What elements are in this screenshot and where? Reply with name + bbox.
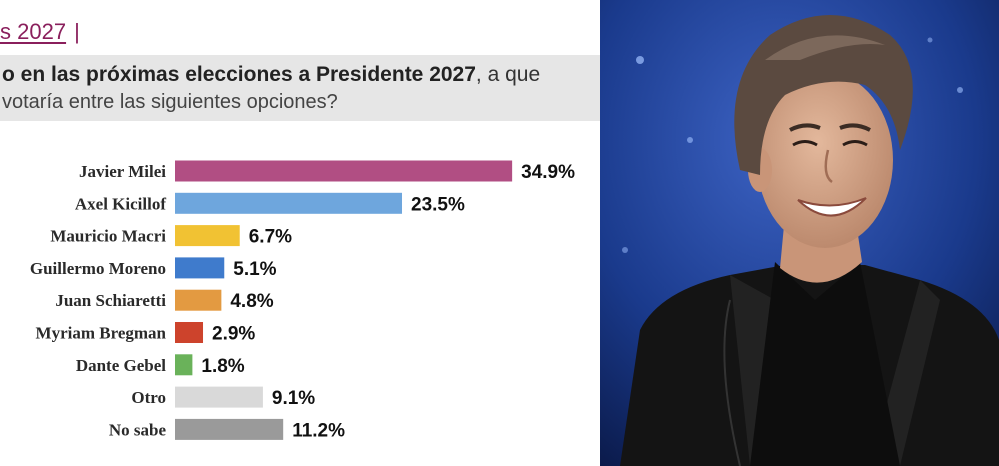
stage-light [622,247,628,253]
stage-light [927,37,933,43]
value-label: 2.9% [212,324,255,345]
bar [175,354,193,376]
bar [175,322,204,343]
eyebrow-left [789,123,821,132]
microphone-cable [723,299,741,466]
header-title[interactable]: s 2027 [0,19,67,44]
nose [824,149,833,184]
value-label: 1.8% [201,356,244,377]
bar-chart: Javier Milei 34.9% Axel Kicillof 23.5% Mauri… [30,160,575,441]
smile [797,197,867,217]
category-label: Mauricio Macri [50,227,166,246]
value-label: 9.1% [272,388,315,409]
category-label: No sabe [109,420,167,439]
category-label: Myriam Bregman [36,324,167,343]
bar [175,418,284,440]
value-label: 5.1% [233,259,276,280]
bar [175,257,225,279]
eyebrow-right [839,123,871,132]
eye-right [842,140,868,147]
bar [175,289,222,311]
eye-left [792,140,818,147]
candidate-photo [600,0,999,466]
stage-light [636,56,644,64]
question-line-1: o en las próximas elecciones a President… [2,63,540,87]
category-label: Juan Schiaretti [55,291,166,310]
question-bold-text: o en las próximas elecciones a President… [2,63,476,86]
bar [175,192,403,214]
hair-highlight [765,35,885,60]
category-label: Guillermo Moreno [30,259,166,278]
category-label: Otro [131,388,166,407]
question-box: o en las próximas elecciones a President… [0,55,600,121]
category-label: Axel Kicillof [75,194,166,213]
category-label: Javier Milei [79,162,166,181]
value-label: 4.8% [230,291,273,312]
stage-light [687,137,693,143]
bar [175,160,513,182]
portrait-image [600,0,999,466]
poll-graphic: s 2027 | o en las próximas elecciones a … [0,18,600,442]
question-line-2: votaría entre las siguientes opciones? [2,91,338,113]
bar [175,386,263,408]
category-label: Dante Gebel [76,356,166,375]
value-label: 6.7% [249,227,292,248]
value-label: 11.2% [292,420,345,441]
header-line: s 2027 | [0,18,80,46]
value-label: 23.5% [411,194,465,215]
shirt [750,262,900,466]
question-rest-text: , a que [475,63,541,86]
stage-light [957,87,963,93]
bar [175,225,240,247]
value-label: 34.9% [521,162,575,183]
header-separator: | [74,19,80,44]
